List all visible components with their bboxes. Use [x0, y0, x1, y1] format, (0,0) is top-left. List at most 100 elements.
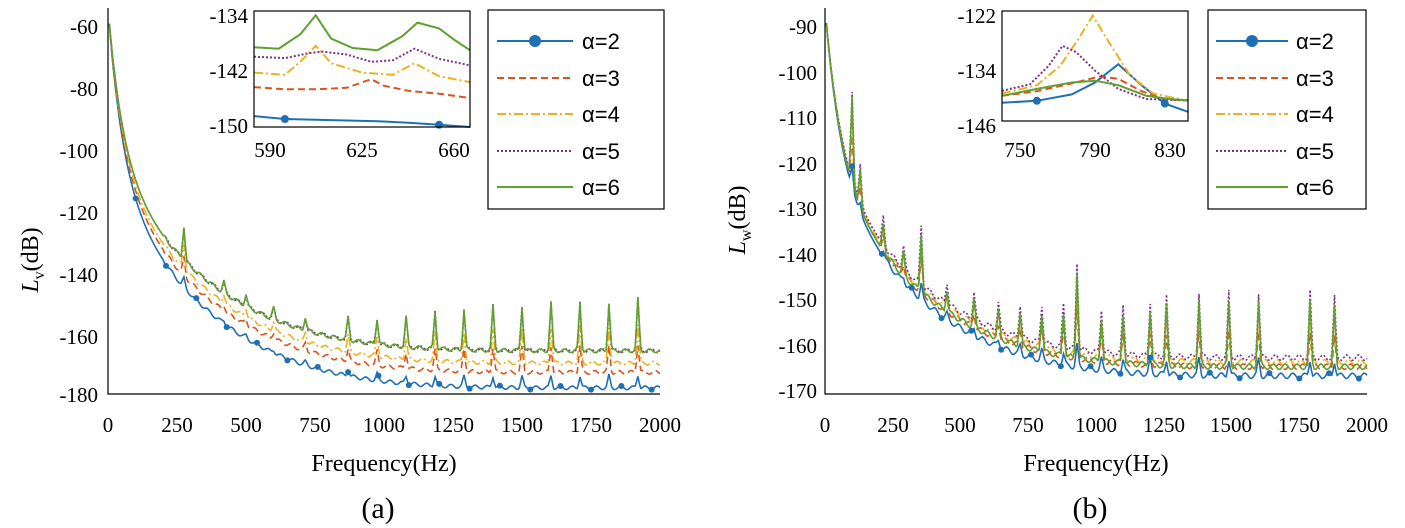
- series-line-α=6: [108, 23, 661, 354]
- series-marker-α=2: [1177, 374, 1183, 381]
- panel-a-ytick: -60: [70, 15, 98, 39]
- panel-a-ylabel-main: L: [18, 279, 44, 293]
- series-marker-α=2: [436, 380, 443, 387]
- panel-b-inset-background: [1002, 11, 1188, 121]
- legend-label-alpha3: α=3: [582, 66, 620, 91]
- series-line-α=3: [108, 24, 661, 376]
- series-marker-α=2: [557, 383, 564, 389]
- series-line-α=6: [825, 23, 1368, 371]
- panel-a-caption: (a): [361, 492, 394, 525]
- panel-b-xtick: 0: [820, 413, 831, 437]
- panel-b-xtick: 1500: [1210, 413, 1252, 437]
- panel-a-inset-background: [254, 11, 470, 127]
- panel-b-ytick: -100: [779, 61, 818, 85]
- panel-b-ytick: -150: [779, 288, 818, 312]
- panel-b-ytick: -140: [779, 243, 818, 267]
- panel-a-xtick: 750: [299, 413, 331, 437]
- panel-a-xtick: 2000: [639, 413, 681, 437]
- panel-b-xtick: 1000: [1075, 413, 1117, 437]
- panel-a-x-axis-label: Frequency(Hz): [311, 451, 456, 477]
- series-marker-α=2: [1057, 363, 1064, 370]
- panel-b-inset-xtick: 830: [1154, 138, 1186, 162]
- panel-b-xtick: 250: [877, 413, 909, 437]
- inset-line-α=2: [253, 115, 471, 128]
- series-marker-α=2: [588, 386, 594, 393]
- panel-b-ytick: -160: [779, 334, 818, 358]
- panel-a-xtick: 1250: [432, 413, 474, 437]
- series-marker-α=2: [254, 339, 260, 346]
- panel-a-inset-ytick: -134: [210, 4, 249, 28]
- panel-b-ytick: -130: [779, 197, 818, 221]
- series-marker-α=2: [314, 363, 321, 370]
- panel-a-xtick: 500: [230, 413, 262, 437]
- panel-a-ytick: -140: [60, 263, 99, 287]
- panel-a-inset: -134 -142 -150 590 625 660: [210, 4, 471, 162]
- inset-line-α=6: [253, 13, 471, 52]
- series-marker-α=2: [527, 386, 534, 393]
- panel-b-axes: [824, 8, 1367, 395]
- inset-line-α=3: [253, 78, 471, 99]
- series-marker-α=2: [1266, 370, 1273, 377]
- inset-line-α=5: [1001, 44, 1189, 102]
- series-marker-α=2: [1296, 375, 1303, 382]
- panel-b: -90 -100 -110 -120 -130 -140 -150 -160 -…: [725, 4, 1388, 525]
- panel-b-series-markers: [849, 163, 1362, 382]
- inset-line-α=4: [253, 44, 471, 84]
- series-marker-α=2: [1355, 375, 1362, 382]
- series-marker-α=2: [1147, 354, 1154, 361]
- panel-b-ytick: -90: [789, 15, 817, 39]
- inset-line-α=6: [1001, 79, 1189, 102]
- panel-a-inset-ytick: -142: [210, 59, 249, 83]
- panel-a-xtick: 1500: [501, 413, 543, 437]
- series-marker-α=2: [618, 383, 625, 389]
- panel-b-legend-box: [1207, 9, 1367, 210]
- series-marker-α=2: [284, 357, 291, 364]
- panel-a-inset-xtick: 660: [438, 138, 470, 162]
- legend-marker-alpha2: [529, 35, 541, 47]
- series-line-α=4: [108, 24, 661, 366]
- panel-a-ytick: -180: [60, 383, 99, 407]
- series-marker-α=2: [466, 385, 473, 392]
- inset-marker-α=2: [280, 115, 289, 123]
- panel-b-y-tick-labels: -90 -100 -110 -120 -130 -140 -150 -160 -…: [779, 15, 818, 403]
- panel-a-inset-ytick: -150: [210, 114, 249, 138]
- panel-b-inset-xtick: 790: [1079, 138, 1111, 162]
- series-marker-α=2: [1117, 370, 1124, 377]
- panel-b-ytick: -110: [779, 106, 817, 130]
- panel-a-xtick: 1750: [570, 413, 612, 437]
- series-marker-α=2: [1028, 351, 1034, 358]
- inset-marker-α=2: [1160, 99, 1169, 108]
- panel-b-inset-xtick: 750: [1004, 138, 1036, 162]
- series-marker-α=2: [1206, 369, 1213, 376]
- panel-b-inset-ytick: -134: [958, 59, 997, 83]
- panel-b-xtick: 500: [944, 413, 976, 437]
- panel-b-ytick: -120: [779, 152, 818, 176]
- series-marker-α=2: [648, 386, 655, 393]
- panel-a-ytick: -100: [60, 139, 99, 163]
- legend-label-alpha6: α=6: [582, 175, 620, 200]
- inset-line-α=2: [1001, 62, 1189, 113]
- series-marker-α=2: [405, 382, 412, 389]
- panel-b-xtick: 1250: [1143, 413, 1185, 437]
- panel-b-inset-ytick: -122: [958, 4, 997, 28]
- panel-a-series-markers: [132, 195, 655, 393]
- panel-a-ytick: -160: [60, 325, 99, 349]
- panel-a-legend: α=2 α=3 α=4 α=5 α=6: [487, 9, 665, 210]
- panel-b-ylabel-main: L: [725, 241, 751, 255]
- panel-a-inset-xtick: 590: [254, 138, 286, 162]
- panel-a-y-axis-label: Lv(dB): [18, 227, 48, 293]
- series-marker-α=2: [345, 369, 352, 376]
- panel-b-y-axis-label: Lw(dB): [725, 186, 755, 256]
- series-marker-α=2: [193, 295, 200, 302]
- panel-b-inset-markers: [1032, 96, 1169, 108]
- series-line-α=5: [825, 22, 1368, 362]
- series-marker-α=2: [908, 284, 915, 291]
- panel-b-inset: -122 -134 -146 750 790 830: [958, 4, 1189, 162]
- panel-a-inset-frame: [253, 10, 471, 128]
- panel-a-legend-box: [487, 9, 665, 210]
- panel-b-x-tick-labels: 0 250 500 750 1000 1250 1500 1750 2000: [820, 413, 1388, 437]
- legend-label-alpha4: α=4: [1296, 102, 1334, 127]
- panel-a-inset-xtick: 625: [346, 138, 378, 162]
- panel-a-xtick: 250: [161, 413, 193, 437]
